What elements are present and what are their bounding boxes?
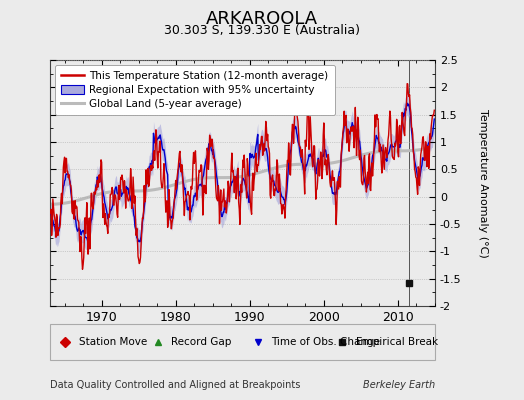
Text: Record Gap: Record Gap xyxy=(171,337,232,347)
Y-axis label: Temperature Anomaly (°C): Temperature Anomaly (°C) xyxy=(478,109,488,257)
Text: Berkeley Earth: Berkeley Earth xyxy=(363,380,435,390)
Text: Empirical Break: Empirical Break xyxy=(356,337,438,347)
Text: Data Quality Controlled and Aligned at Breakpoints: Data Quality Controlled and Aligned at B… xyxy=(50,380,300,390)
Text: Station Move: Station Move xyxy=(79,337,147,347)
Text: ARKAROOLA: ARKAROOLA xyxy=(206,10,318,28)
Text: 30.303 S, 139.330 E (Australia): 30.303 S, 139.330 E (Australia) xyxy=(164,24,360,37)
Legend: This Temperature Station (12-month average), Regional Expectation with 95% uncer: This Temperature Station (12-month avera… xyxy=(55,65,335,115)
Text: Time of Obs. Change: Time of Obs. Change xyxy=(271,337,380,347)
